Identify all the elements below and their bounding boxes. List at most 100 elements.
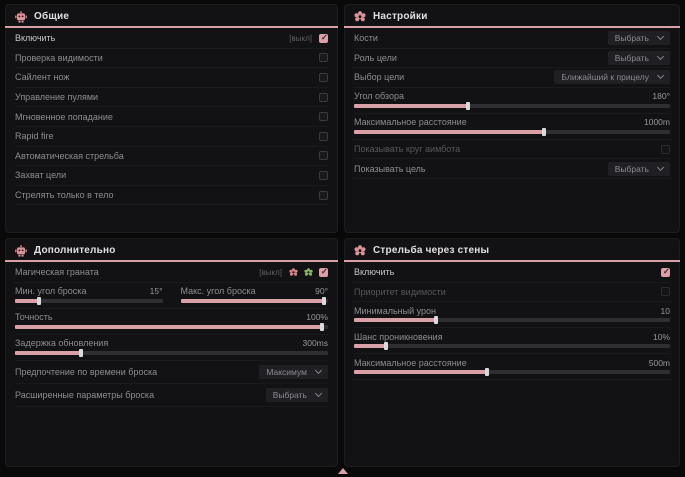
panel-additional: Дополнительно Магическая граната [выкл]: [5, 238, 338, 467]
row-throw-time-preference: Предпочтение по времени броска Максимум: [15, 361, 328, 384]
row-rapid-fire: Rapid fire: [15, 127, 328, 147]
checkbox[interactable]: [319, 92, 328, 102]
red-flower-icon[interactable]: [289, 268, 298, 277]
slider-thumb[interactable]: [434, 316, 439, 325]
mod-menu: Общие Включить [выкл] Проверка видимости…: [0, 0, 685, 467]
slider-value: 180°: [652, 91, 670, 102]
row-label: Стрелять только в тело: [15, 190, 114, 201]
min-throw-angle-slider[interactable]: [15, 296, 163, 305]
dropdown-value: Выбрать: [614, 163, 649, 174]
dropdown-value: Выбрать: [614, 52, 649, 63]
show-target-dropdown[interactable]: Выбрать: [607, 161, 670, 176]
checkbox[interactable]: [319, 190, 328, 200]
max-throw-angle-slider[interactable]: [180, 296, 328, 305]
panel-additional-header: Дополнительно: [5, 238, 338, 260]
green-flower-icon[interactable]: [304, 268, 313, 277]
row-label: Управление пулями: [15, 92, 99, 103]
panel-title: Настройки: [373, 11, 428, 22]
target-role-dropdown[interactable]: Выбрать: [607, 50, 670, 65]
target-select-dropdown[interactable]: Ближайший к прицелу: [554, 70, 670, 85]
row-target-role: Роль цели Выбрать: [354, 49, 670, 69]
bones-dropdown[interactable]: Выбрать: [607, 31, 670, 46]
max-distance-slider[interactable]: [354, 368, 670, 377]
row-enable: Включить [выкл]: [15, 29, 328, 49]
row-max-distance: Максимальное расстояние 500m: [354, 354, 670, 381]
slider-thumb[interactable]: [321, 296, 326, 305]
row-visibility-priority: Приоритет видимости: [354, 283, 670, 303]
chevron-down-icon: [656, 72, 665, 80]
row-label: Максимальное расстояние: [354, 117, 467, 128]
slider-value: 10%: [652, 331, 670, 342]
dropdown-value: Выбрать: [614, 33, 649, 44]
row-fov: Угол обзора 180°: [354, 88, 670, 114]
throw-time-dropdown[interactable]: Максимум: [259, 364, 328, 379]
slider-thumb[interactable]: [319, 322, 324, 331]
checkbox[interactable]: [319, 33, 328, 43]
panel-accent-divider: [344, 26, 680, 28]
slider-value: 15°: [149, 286, 163, 297]
row-advanced-throw-params: Расширенные параметры броска Выбрать: [15, 384, 328, 407]
row-label: Предпочтение по времени броска: [15, 366, 158, 377]
slider-thumb[interactable]: [541, 127, 546, 136]
chevron-down-icon: [656, 33, 665, 41]
dropdown-value: Выбрать: [272, 389, 307, 400]
panel-settings-header: Настройки: [344, 4, 680, 26]
checkbox[interactable]: [319, 53, 328, 63]
panel-general: Общие Включить [выкл] Проверка видимости…: [5, 4, 338, 233]
panel-wallbang-header: Стрельба через стены: [344, 238, 680, 260]
penetration-chance-slider[interactable]: [354, 342, 670, 351]
row-min-damage: Минимальный урон 10: [354, 302, 670, 329]
accuracy-slider[interactable]: [15, 322, 328, 331]
dropdown-value: Максимум: [266, 366, 307, 377]
checkbox[interactable]: [319, 170, 328, 180]
checkbox[interactable]: [319, 112, 328, 122]
row-target-lock: Захват цели: [15, 166, 328, 186]
robot-icon: [15, 244, 27, 257]
row-auto-fire: Автоматическая стрельба: [15, 147, 328, 167]
row-label: Сайлент нож: [15, 72, 70, 83]
flower-icon: [354, 10, 366, 21]
robot-icon: [15, 10, 27, 23]
row-label: Захват цели: [15, 170, 67, 181]
slider-value: 90°: [315, 286, 328, 297]
row-label: Максимальное расстояние: [354, 357, 467, 368]
row-penetration-chance: Шанс проникновения 10%: [354, 328, 670, 355]
checkbox[interactable]: [661, 267, 670, 277]
checkbox[interactable]: [319, 72, 328, 82]
checkbox[interactable]: [661, 144, 670, 154]
row-label: Включить: [15, 33, 56, 44]
checkbox[interactable]: [319, 151, 328, 161]
row-label: Мин. угол броска: [15, 286, 87, 297]
row-label: Расширенные параметры броска: [15, 389, 155, 400]
chevron-down-icon: [656, 52, 665, 60]
row-label: Включить: [354, 267, 395, 278]
max-throw-angle: Макс. угол броска 90°: [180, 285, 328, 305]
checkbox[interactable]: [661, 287, 670, 297]
min-damage-slider[interactable]: [354, 316, 670, 325]
max-distance-slider[interactable]: [354, 127, 670, 136]
scroll-up-triangle-icon[interactable]: [337, 468, 348, 474]
slider-thumb[interactable]: [383, 342, 388, 351]
keybind-tag: [выкл]: [289, 33, 312, 43]
slider-thumb[interactable]: [36, 296, 41, 305]
advanced-throw-dropdown[interactable]: Выбрать: [265, 387, 328, 402]
checkbox[interactable]: [319, 267, 328, 277]
slider-thumb[interactable]: [465, 101, 470, 110]
slider-thumb[interactable]: [484, 368, 489, 377]
row-label: Проверка видимости: [15, 52, 103, 63]
row-max-distance: Максимальное расстояние 1000m: [354, 114, 670, 140]
row-body-only: Стрелять только в тело: [15, 186, 328, 206]
row-label: Шанс проникновения: [354, 331, 443, 342]
row-label: Кости: [354, 33, 378, 44]
slider-value: 10: [660, 305, 670, 316]
slider-thumb[interactable]: [78, 348, 83, 357]
row-label: Задержка обновления: [15, 338, 109, 349]
row-label: Магическая граната: [15, 267, 99, 278]
row-silent-knife: Сайлент нож: [15, 68, 328, 88]
update-delay-slider[interactable]: [15, 348, 328, 357]
fov-slider[interactable]: [354, 101, 670, 110]
checkbox[interactable]: [319, 131, 328, 141]
row-visibility-check: Проверка видимости: [15, 49, 328, 69]
dropdown-value: Ближайший к прицелу: [561, 72, 649, 83]
slider-value: 1000m: [644, 117, 670, 128]
